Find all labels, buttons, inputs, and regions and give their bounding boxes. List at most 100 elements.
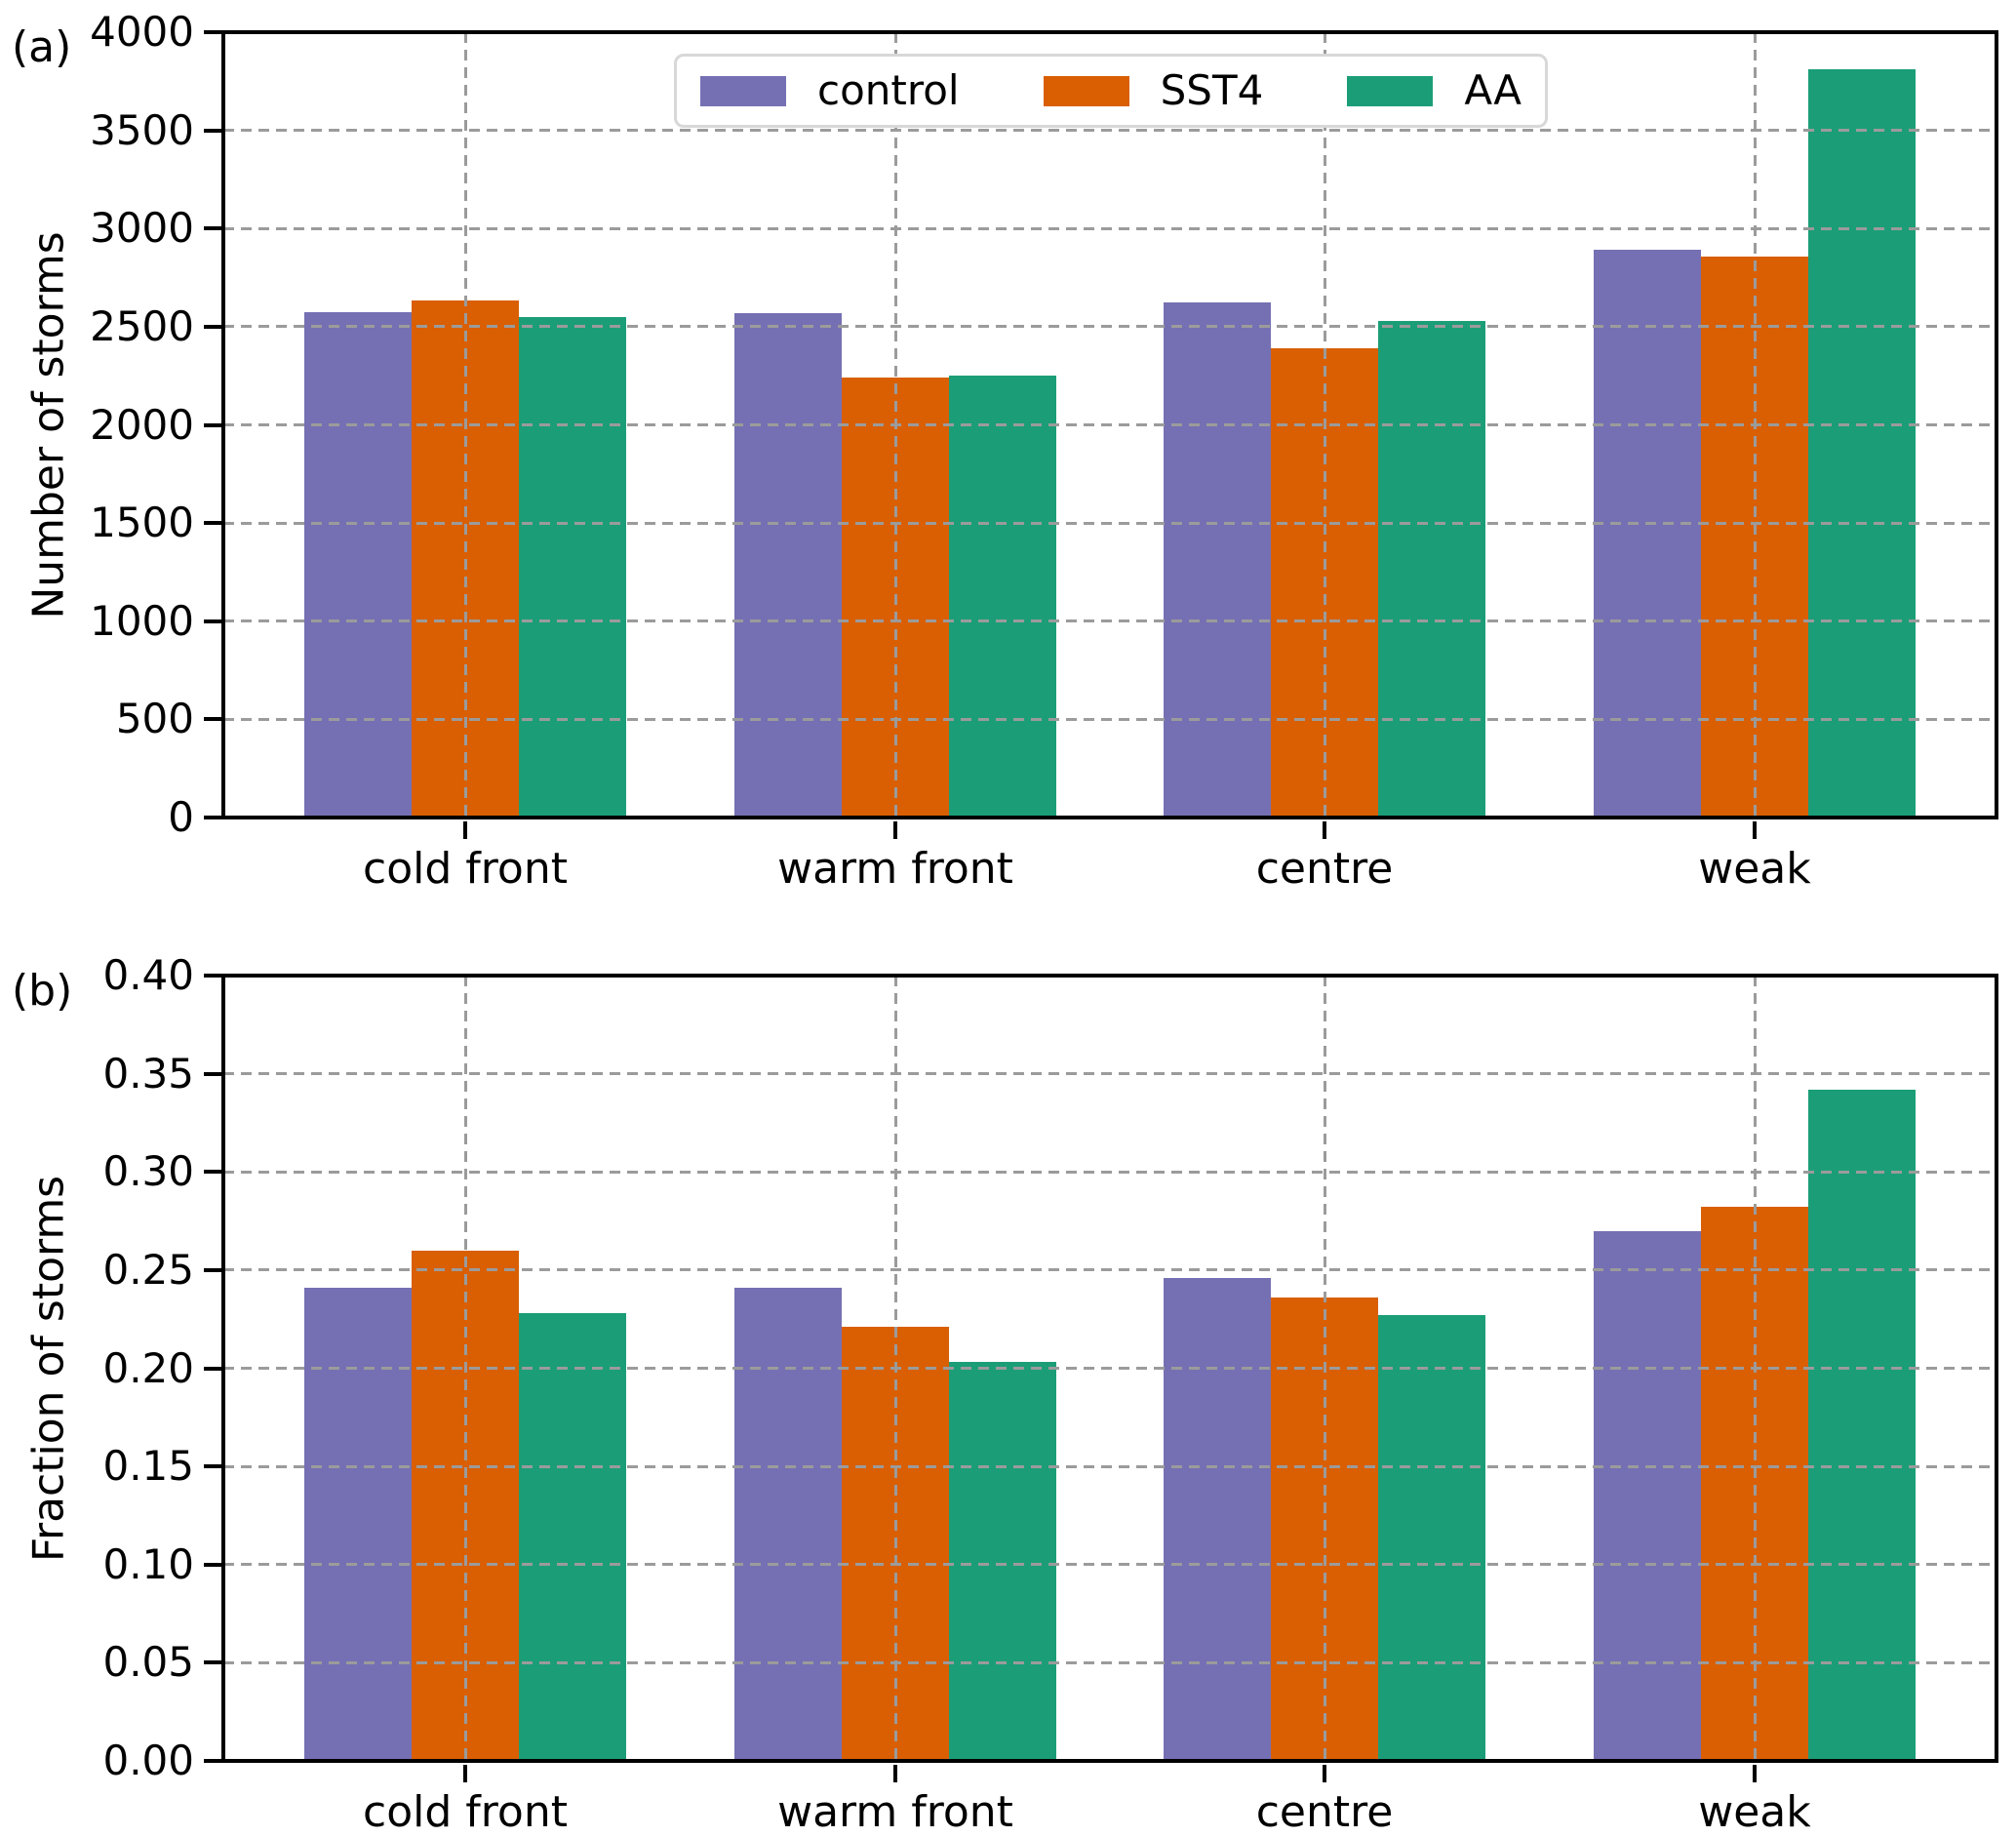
y-tick-mark	[204, 1267, 221, 1272]
gridline-x-weak	[1753, 32, 1757, 818]
gridline-x-cold-front	[463, 976, 467, 1761]
y-tick-mark	[204, 816, 221, 819]
y-tick-label: 1500	[90, 499, 194, 547]
legend-label-AA: AA	[1464, 66, 1522, 114]
legend-swatch-SST4	[1043, 75, 1129, 106]
x-category-label: weak	[1698, 844, 1811, 894]
x-category-label: cold front	[363, 1787, 568, 1837]
gridline-y-1000	[223, 619, 1996, 623]
gridline-y-0.10	[223, 1563, 1996, 1567]
x-category-label: cold front	[363, 844, 568, 894]
y-tick-mark	[204, 619, 221, 623]
y-tick-mark	[204, 1170, 221, 1175]
x-tick-mark	[1753, 1765, 1757, 1782]
legend-swatch-control	[700, 75, 786, 106]
y-tick-mark	[204, 422, 221, 427]
bar-AA-centre	[1378, 320, 1485, 818]
panel-b-plot-area: 0.00 0.05 0.10 0.15 0.20 0.25 0.30 0.35 0.40 cold…	[102, 952, 1998, 1837]
y-tick-mark	[204, 1759, 221, 1763]
gridline-x-warm-front	[893, 32, 897, 818]
gridline-y-500	[223, 717, 1996, 721]
y-tick-label: 500	[115, 695, 194, 743]
y-tick-label: 0	[168, 793, 194, 841]
bar-control-warm-front	[734, 1287, 842, 1761]
x-tick-mark	[1753, 821, 1757, 839]
bar-AA-warm-front	[949, 376, 1056, 818]
x-category-label: weak	[1698, 1787, 1811, 1837]
bar-AA-weak	[1808, 1089, 1916, 1761]
bar-AA-cold-front	[519, 1313, 626, 1761]
y-tick-mark	[204, 226, 221, 231]
y-tick-mark	[204, 1464, 221, 1469]
gridline-x-cold-front	[463, 32, 467, 818]
gridline-x-centre	[1323, 32, 1326, 818]
gridline-x-warm-front	[893, 976, 897, 1761]
x-category-label: warm front	[777, 844, 1013, 894]
x-tick-mark	[1323, 821, 1326, 839]
bar-control-weak	[1594, 250, 1701, 818]
bar-control-cold-front	[304, 311, 412, 818]
y-tick-label: 0.20	[102, 1343, 194, 1392]
gridline-y-3500	[223, 129, 1996, 133]
y-tick-mark	[204, 1562, 221, 1567]
y-tick-mark	[204, 1366, 221, 1371]
gridline-y-0.05	[223, 1660, 1996, 1664]
y-tick-label: 0.40	[102, 951, 194, 999]
x-tick-mark	[463, 1765, 467, 1782]
legend: control SST4 AA	[674, 54, 1548, 128]
gridline-y-2000	[223, 423, 1996, 426]
bar-AA-cold-front	[519, 316, 626, 818]
y-tick-label: 2500	[90, 301, 194, 350]
panel-a-plot-area: control SST4 AA 0 500 1000 1500 2000 2500 3000 35…	[90, 9, 1998, 894]
x-tick-mark	[893, 1765, 897, 1782]
legend-swatch-AA	[1347, 75, 1434, 106]
bar-control-cold-front	[304, 1287, 412, 1761]
y-tick-label: 1000	[90, 596, 194, 645]
bar-AA-warm-front	[949, 1362, 1056, 1761]
bar-control-centre	[1164, 301, 1271, 818]
gridline-y-0.15	[223, 1464, 1996, 1468]
x-category-label: warm front	[777, 1787, 1013, 1837]
gridline-y-0.25	[223, 1268, 1996, 1272]
y-tick-mark	[204, 1071, 221, 1076]
gridline-y-0.20	[223, 1367, 1996, 1370]
bar-AA-weak	[1808, 69, 1916, 818]
gridline-y-3000	[223, 226, 1996, 230]
y-tick-mark	[204, 717, 221, 722]
y-tick-label: 0.05	[102, 1638, 194, 1687]
x-tick-mark	[1323, 1765, 1326, 1782]
legend-item-SST4: SST4	[1043, 66, 1264, 114]
y-tick-label: 0.30	[102, 1147, 194, 1196]
y-tick-mark	[204, 324, 221, 329]
gridline-x-centre	[1323, 976, 1326, 1761]
gridline-y-0.35	[223, 1072, 1996, 1076]
y-tick-mark	[204, 974, 221, 978]
legend-item-control: control	[700, 68, 960, 113]
x-category-label: centre	[1255, 844, 1394, 894]
panel-a-letter: (a)	[12, 22, 72, 72]
y-tick-mark	[204, 1660, 221, 1665]
legend-label-SST4: SST4	[1160, 66, 1264, 114]
bar-control-centre	[1164, 1277, 1271, 1761]
gridline-y-1500	[223, 521, 1996, 525]
gridline-x-weak	[1753, 976, 1757, 1761]
legend-item-AA: AA	[1347, 68, 1522, 113]
gridline-y-2500	[223, 325, 1996, 329]
x-tick-mark	[893, 821, 897, 839]
y-tick-label: 0.15	[102, 1442, 194, 1491]
legend-label-control: control	[817, 66, 960, 114]
y-tick-label: 0.25	[102, 1245, 194, 1294]
y-tick-label: 2000	[90, 400, 194, 449]
x-category-label: centre	[1255, 1787, 1394, 1837]
bar-control-weak	[1594, 1230, 1701, 1761]
y-tick-mark	[204, 521, 221, 526]
y-tick-label: 4000	[90, 8, 194, 56]
x-tick-mark	[463, 821, 467, 839]
panel-b-letter: (b)	[12, 966, 73, 1016]
gridline-y-0.30	[223, 1170, 1996, 1174]
bar-control-warm-front	[734, 312, 842, 818]
bar-AA-centre	[1378, 1315, 1485, 1761]
y-tick-label: 3500	[90, 105, 194, 154]
y-tick-label: 0.10	[102, 1539, 194, 1588]
